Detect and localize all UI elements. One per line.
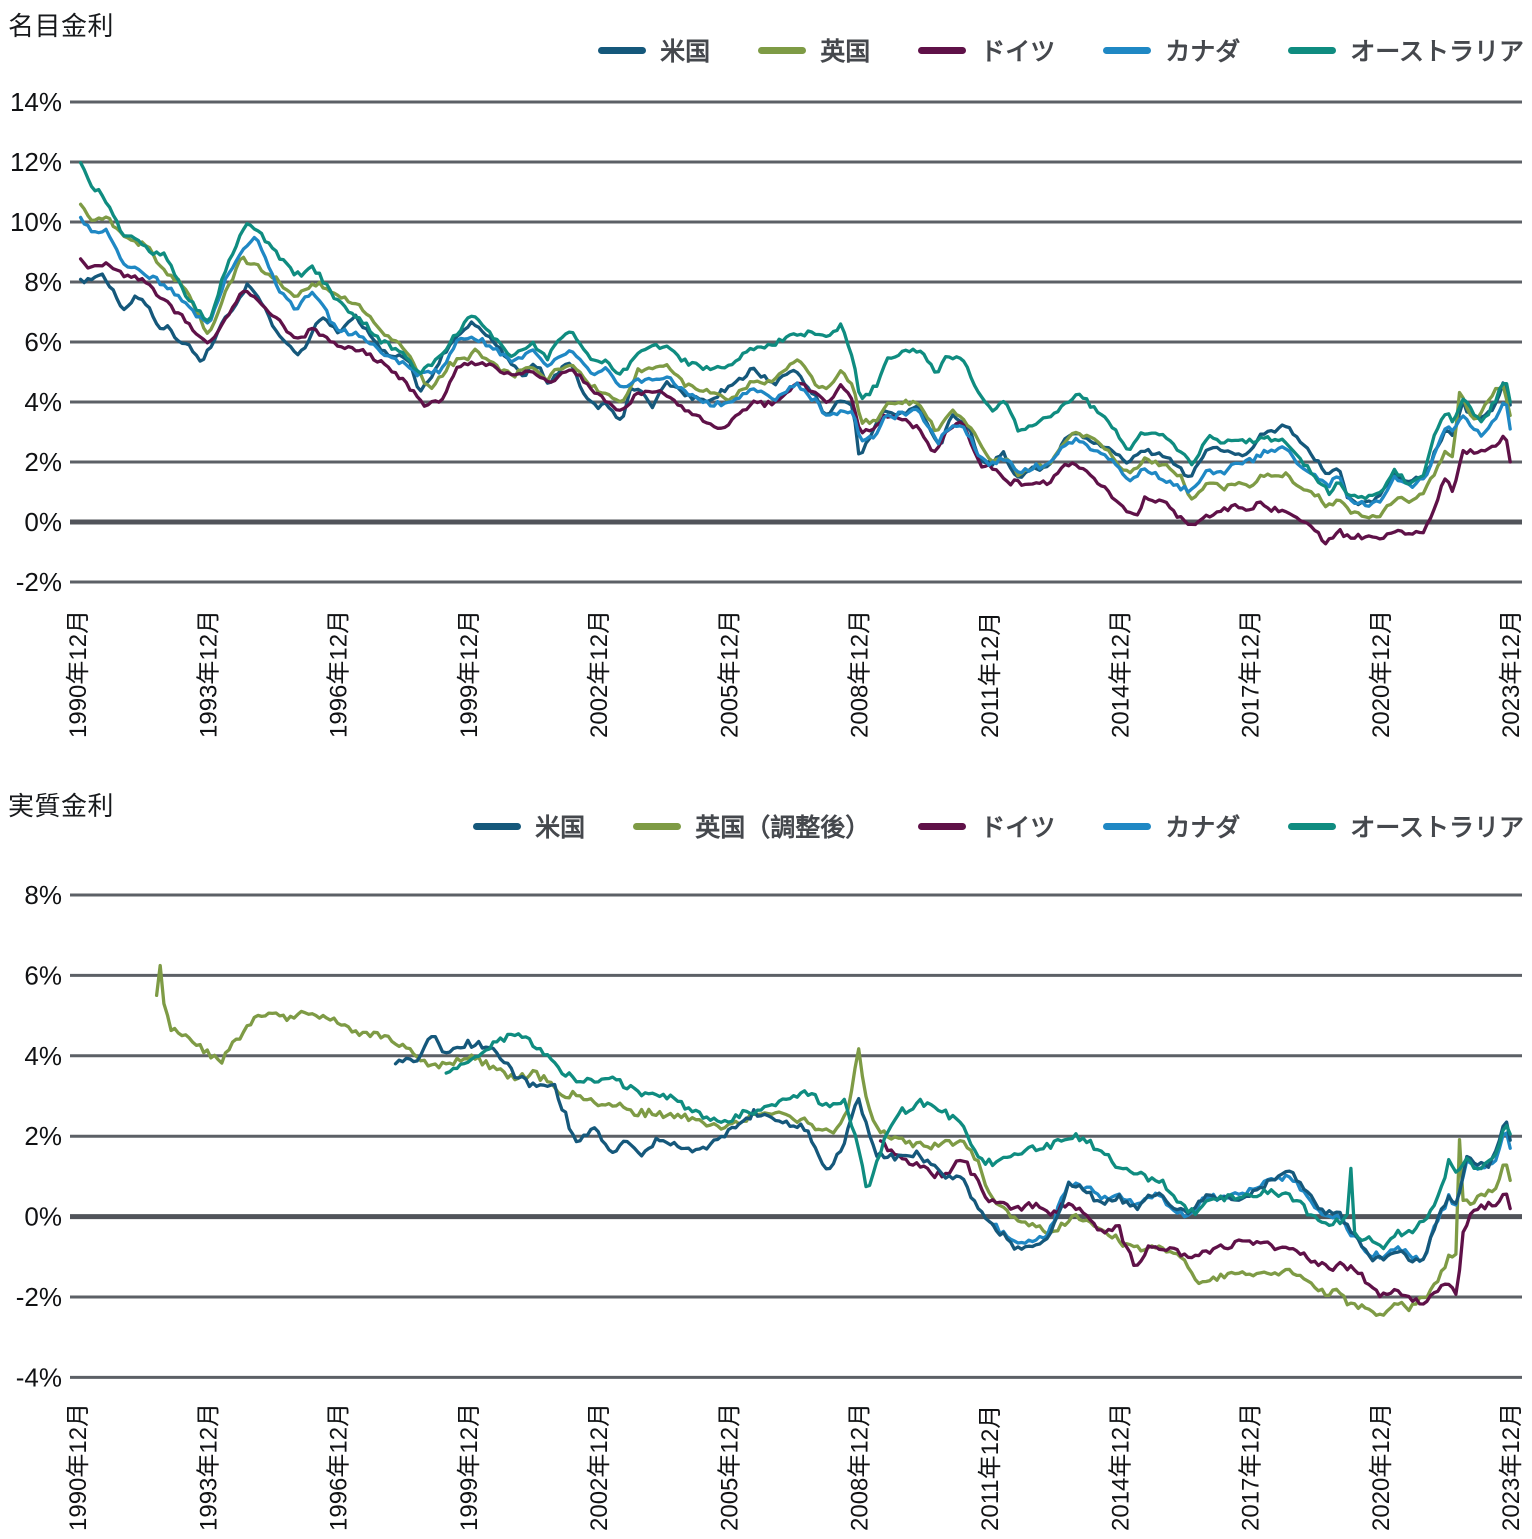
x-tick-label: 2005年12月 [716,1403,743,1531]
y-tick-label: 2% [24,447,62,477]
gridlines [70,893,1522,1379]
legend-label: 米国 [535,814,586,842]
x-tick-label: 2017年12月 [1238,610,1265,738]
legend-label: ドイツ [980,38,1056,66]
legend-swatch [758,46,807,54]
legend-item-ドイツ: ドイツ [918,32,1055,68]
legend-label: ドイツ [980,814,1056,842]
legend-label: カナダ [1165,38,1241,66]
x-tick-label: 2008年12月 [847,1403,874,1531]
y-tick-label: 6% [24,960,62,990]
series-line-米国 [393,1034,1512,1264]
x-tick-label: 2002年12月 [586,610,613,738]
x-tick-label: 1990年12月 [65,1403,92,1531]
x-tick-labels: 1990年12月 1993年12月 1996年12月 1999年12月 2002年12月… [65,610,1525,738]
y-tick-label: -4% [16,1362,62,1392]
y-tick-label: 6% [24,327,62,357]
legend-swatch [598,46,647,54]
y-tick-label: 0% [24,1202,62,1232]
legend-swatch [633,822,682,830]
legend-swatch [918,822,967,830]
x-tick-label: 2017年12月 [1238,1403,1265,1531]
y-tick-label: -2% [16,567,62,597]
x-tick-label: 1990年12月 [65,610,92,738]
gridlines [70,100,1522,584]
legend-label: 英国 [820,38,871,66]
x-tick-label: 2008年12月 [847,610,874,738]
y-tick-label: -2% [16,1282,62,1312]
series-line-オーストラリア [78,161,1512,501]
legend-label: 英国（調整後） [695,814,871,842]
series-line-英国（調整後） [154,963,1512,1317]
x-tick-label: 1993年12月 [195,610,222,738]
legend-swatch [918,46,967,54]
x-tick-label: 1996年12月 [326,1403,353,1531]
x-tick-labels: 1990年12月 1993年12月 1996年12月 1999年12月 2002年12月… [65,1403,1525,1531]
real-chart-title: 実質金利 [8,791,115,821]
legend-swatch [1288,46,1337,54]
y-tick-label: 2% [24,1121,62,1151]
x-tick-label: 2023年12月 [1498,1403,1525,1531]
legend-item-英国（調整後）: 英国（調整後） [633,808,870,844]
legend-item-ドイツ: ドイツ [918,808,1055,844]
x-tick-label: 2014年12月 [1107,1403,1134,1531]
nominal-chart-title: 名目金利 [8,11,115,41]
x-tick-label: 2023年12月 [1498,610,1525,738]
x-tick-label: 2011年12月 [977,612,1004,738]
legend-label: オーストラリア [1350,38,1524,66]
y-tick-label: 4% [24,1041,62,1071]
legend-swatch [1103,46,1152,54]
x-tick-label: 1993年12月 [195,1403,222,1531]
legend-item-オーストラリア: オーストラリア [1288,32,1524,68]
y-tick-label: 0% [24,507,62,537]
x-tick-label: 2014年12月 [1107,610,1134,738]
legend-swatch [1288,822,1337,830]
x-tick-label: 1999年12月 [456,1403,483,1531]
y-tick-label: 14% [10,87,62,117]
y-tick-labels: 14% 12% 10% 8% 6% 4% 2% 0% -2% [10,87,62,597]
series-lines [154,963,1512,1317]
x-tick-label: 2020年12月 [1368,1403,1395,1531]
x-tick-label: 2011年12月 [977,1405,1004,1531]
legend-label: オーストラリア [1350,814,1524,842]
x-tick-label: 1999年12月 [456,610,483,738]
legend-label: 米国 [660,38,711,66]
legend-item-カナダ: カナダ [1103,32,1240,68]
x-tick-label: 2020年12月 [1368,610,1395,738]
legend-item-英国: 英国 [758,32,870,68]
series-line-オーストラリア [444,1032,1512,1251]
series-line-ドイツ [878,1139,1512,1306]
y-tick-label: 12% [10,147,62,177]
y-tick-label: 8% [24,880,62,910]
series-line-米国 [78,272,1512,507]
nominal-chart-legend: 米国 英国 ドイツ カナダ オーストラリア [598,34,1524,66]
x-tick-label: 2005年12月 [716,610,743,738]
legend-swatch [1103,822,1152,830]
y-tick-label: 4% [24,387,62,417]
legend-swatch [473,822,522,830]
real-chart-legend: 米国 英国（調整後） ドイツ カナダ オーストラリア [473,810,1524,842]
series-line-英国 [78,202,1512,520]
legend-item-オーストラリア: オーストラリア [1288,808,1524,844]
x-tick-label: 1996年12月 [326,610,353,738]
legend-item-カナダ: カナダ [1103,808,1240,844]
y-tick-label: 8% [24,267,62,297]
y-tick-labels: 8% 6% 4% 2% 0% -2% -4% [16,880,62,1392]
series-lines [78,161,1512,546]
legend-item-米国: 米国 [473,808,585,844]
series-line-カナダ [78,215,1512,508]
legend-item-米国: 米国 [598,32,710,68]
x-tick-label: 2002年12月 [586,1403,613,1531]
y-tick-label: 10% [10,207,62,237]
legend-label: カナダ [1165,814,1241,842]
